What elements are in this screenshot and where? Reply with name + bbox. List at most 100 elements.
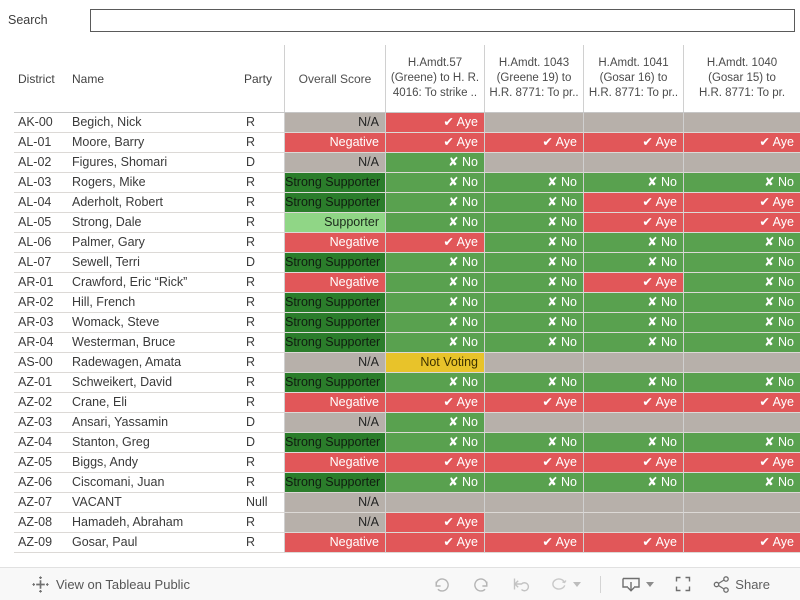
cell-vote-amendment-1[interactable]: ✔ Aye xyxy=(385,453,484,473)
cell-vote-amendment-1[interactable]: ✘ No xyxy=(385,253,484,273)
cell-overall-score[interactable]: N/A xyxy=(284,113,385,133)
cell-district[interactable]: AR-02 xyxy=(14,293,64,313)
cell-name[interactable]: Rogers, Mike xyxy=(64,173,238,193)
cell-vote-amendment-1[interactable]: ✔ Aye xyxy=(385,113,484,133)
cell-vote-amendment-1[interactable]: ✘ No xyxy=(385,373,484,393)
cell-vote-amendment-2[interactable] xyxy=(484,153,583,173)
cell-overall-score[interactable]: Strong Supporter xyxy=(284,253,385,273)
cell-vote-amendment-3[interactable]: ✘ No xyxy=(583,253,683,273)
cell-vote-amendment-3[interactable]: ✔ Aye xyxy=(583,533,683,553)
cell-party[interactable]: R xyxy=(238,353,284,373)
cell-vote-amendment-4[interactable] xyxy=(683,413,800,433)
cell-vote-amendment-3[interactable]: ✔ Aye xyxy=(583,273,683,293)
cell-vote-amendment-3[interactable] xyxy=(583,493,683,513)
cell-vote-amendment-3[interactable]: ✘ No xyxy=(583,233,683,253)
cell-vote-amendment-2[interactable]: ✘ No xyxy=(484,273,583,293)
cell-district[interactable]: AL-03 xyxy=(14,173,64,193)
cell-overall-score[interactable]: Strong Supporter xyxy=(284,313,385,333)
cell-vote-amendment-1[interactable]: ✘ No xyxy=(385,173,484,193)
cell-vote-amendment-2[interactable]: ✔ Aye xyxy=(484,453,583,473)
cell-overall-score[interactable]: Negative xyxy=(284,453,385,473)
cell-vote-amendment-2[interactable]: ✘ No xyxy=(484,233,583,253)
cell-overall-score[interactable]: Negative xyxy=(284,133,385,153)
cell-vote-amendment-3[interactable]: ✘ No xyxy=(583,173,683,193)
cell-vote-amendment-1[interactable]: ✘ No xyxy=(385,193,484,213)
cell-party[interactable]: R xyxy=(238,193,284,213)
cell-vote-amendment-1[interactable]: ✔ Aye xyxy=(385,233,484,253)
cell-district[interactable]: AR-01 xyxy=(14,273,64,293)
cell-vote-amendment-3[interactable]: ✘ No xyxy=(583,333,683,353)
cell-overall-score[interactable]: Strong Supporter xyxy=(284,173,385,193)
cell-name[interactable]: Palmer, Gary xyxy=(64,233,238,253)
column-header-party[interactable]: Party xyxy=(243,71,272,86)
cell-vote-amendment-4[interactable]: ✔ Aye xyxy=(683,533,800,553)
cell-vote-amendment-2[interactable]: ✘ No xyxy=(484,333,583,353)
cell-name[interactable]: Westerman, Bruce xyxy=(64,333,238,353)
cell-party[interactable]: D xyxy=(238,433,284,453)
cell-vote-amendment-2[interactable]: ✘ No xyxy=(484,313,583,333)
cell-district[interactable]: AS-00 xyxy=(14,353,64,373)
cell-vote-amendment-3[interactable]: ✔ Aye xyxy=(583,453,683,473)
cell-party[interactable]: R xyxy=(238,453,284,473)
cell-vote-amendment-2[interactable]: ✘ No xyxy=(484,293,583,313)
cell-vote-amendment-2[interactable] xyxy=(484,413,583,433)
cell-district[interactable]: AZ-05 xyxy=(14,453,64,473)
cell-vote-amendment-4[interactable]: ✘ No xyxy=(683,173,800,193)
share-button[interactable]: Share xyxy=(712,575,770,594)
download-options-caret-icon[interactable] xyxy=(646,581,655,587)
cell-party[interactable]: R xyxy=(238,393,284,413)
cell-name[interactable]: Ansari, Yassamin xyxy=(64,413,238,433)
column-header-amendment-3[interactable]: H.Amdt. 1041 (Gosar 16) to H.R. 8771: To… xyxy=(583,45,683,112)
cell-vote-amendment-4[interactable] xyxy=(683,353,800,373)
cell-party[interactable]: R xyxy=(238,213,284,233)
view-on-tableau-public-link[interactable]: View on Tableau Public xyxy=(32,575,190,593)
cell-vote-amendment-3[interactable]: ✔ Aye xyxy=(583,133,683,153)
cell-name[interactable]: Ciscomani, Juan xyxy=(64,473,238,493)
cell-vote-amendment-2[interactable]: ✘ No xyxy=(484,213,583,233)
cell-vote-amendment-1[interactable]: ✔ Aye xyxy=(385,513,484,533)
cell-vote-amendment-4[interactable]: ✔ Aye xyxy=(683,213,800,233)
cell-vote-amendment-2[interactable]: ✘ No xyxy=(484,173,583,193)
cell-vote-amendment-2[interactable]: ✘ No xyxy=(484,373,583,393)
download-button[interactable] xyxy=(620,574,655,594)
cell-vote-amendment-2[interactable] xyxy=(484,493,583,513)
cell-overall-score[interactable]: Negative xyxy=(284,273,385,293)
column-header-amendment-4[interactable]: H.Amdt. 1040 (Gosar 15) to H.R. 8771: To… xyxy=(683,45,800,112)
cell-vote-amendment-4[interactable]: ✘ No xyxy=(683,233,800,253)
cell-name[interactable]: Schweikert, David xyxy=(64,373,238,393)
cell-overall-score[interactable]: Strong Supporter xyxy=(284,473,385,493)
cell-vote-amendment-1[interactable]: ✘ No xyxy=(385,153,484,173)
cell-name[interactable]: Biggs, Andy xyxy=(64,453,238,473)
cell-vote-amendment-3[interactable]: ✔ Aye xyxy=(583,193,683,213)
cell-vote-amendment-3[interactable]: ✘ No xyxy=(583,293,683,313)
cell-vote-amendment-4[interactable]: ✘ No xyxy=(683,373,800,393)
cell-district[interactable]: AZ-03 xyxy=(14,413,64,433)
cell-district[interactable]: AK-00 xyxy=(14,113,64,133)
cell-overall-score[interactable]: N/A xyxy=(284,513,385,533)
cell-name[interactable]: Stanton, Greg xyxy=(64,433,238,453)
cell-vote-amendment-3[interactable] xyxy=(583,413,683,433)
cell-party[interactable]: R xyxy=(238,333,284,353)
cell-name[interactable]: VACANT xyxy=(64,493,238,513)
cell-vote-amendment-2[interactable]: ✔ Aye xyxy=(484,133,583,153)
cell-district[interactable]: AL-01 xyxy=(14,133,64,153)
cell-vote-amendment-4[interactable]: ✔ Aye xyxy=(683,453,800,473)
cell-overall-score[interactable]: N/A xyxy=(284,413,385,433)
cell-vote-amendment-1[interactable]: ✘ No xyxy=(385,273,484,293)
cell-name[interactable]: Aderholt, Robert xyxy=(64,193,238,213)
redo-button[interactable] xyxy=(471,574,491,594)
cell-district[interactable]: AZ-07 xyxy=(14,493,64,513)
cell-vote-amendment-1[interactable]: Not Voting xyxy=(385,353,484,373)
cell-overall-score[interactable]: Negative xyxy=(284,533,385,553)
column-header-district[interactable]: District xyxy=(18,71,55,86)
cell-vote-amendment-2[interactable]: ✔ Aye xyxy=(484,393,583,413)
cell-vote-amendment-4[interactable]: ✔ Aye xyxy=(683,193,800,213)
column-header-name[interactable]: Name xyxy=(72,71,105,86)
cell-name[interactable]: Figures, Shomari xyxy=(64,153,238,173)
cell-party[interactable]: Null xyxy=(238,493,284,513)
cell-vote-amendment-3[interactable]: ✘ No xyxy=(583,373,683,393)
cell-vote-amendment-3[interactable]: ✔ Aye xyxy=(583,213,683,233)
search-input[interactable] xyxy=(90,9,795,32)
cell-vote-amendment-4[interactable]: ✘ No xyxy=(683,333,800,353)
cell-vote-amendment-2[interactable]: ✘ No xyxy=(484,253,583,273)
